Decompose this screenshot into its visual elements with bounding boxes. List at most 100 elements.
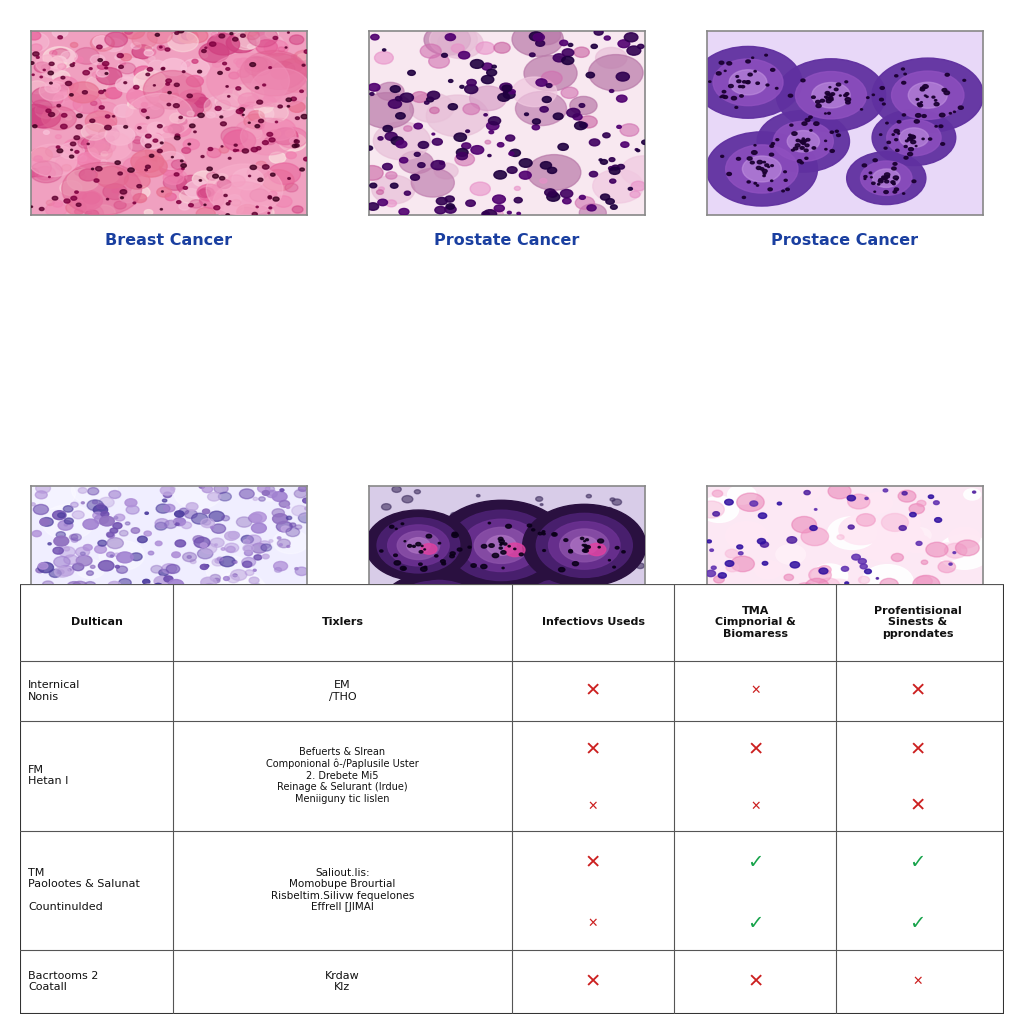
Circle shape (226, 214, 229, 216)
Circle shape (143, 584, 154, 591)
Circle shape (621, 156, 667, 186)
Circle shape (269, 153, 286, 163)
Circle shape (524, 55, 578, 91)
Circle shape (443, 626, 454, 633)
Circle shape (209, 629, 215, 633)
Circle shape (719, 61, 724, 65)
Circle shape (287, 516, 292, 519)
Circle shape (85, 111, 117, 132)
Circle shape (514, 548, 516, 550)
Circle shape (742, 81, 746, 83)
Circle shape (85, 210, 98, 219)
Circle shape (509, 152, 514, 156)
Circle shape (726, 563, 738, 571)
Circle shape (290, 35, 304, 44)
Circle shape (812, 146, 816, 150)
Circle shape (43, 70, 45, 71)
Circle shape (144, 169, 147, 171)
Circle shape (893, 525, 924, 546)
Circle shape (215, 106, 221, 111)
Circle shape (421, 567, 427, 571)
Circle shape (26, 160, 51, 177)
Circle shape (493, 553, 499, 558)
Circle shape (45, 203, 67, 217)
Circle shape (812, 564, 848, 588)
Circle shape (220, 116, 223, 118)
Circle shape (410, 599, 416, 603)
Circle shape (953, 552, 955, 554)
Circle shape (562, 199, 571, 204)
Circle shape (360, 92, 414, 128)
Circle shape (174, 477, 222, 509)
Circle shape (594, 29, 603, 35)
Circle shape (93, 591, 97, 593)
Circle shape (300, 90, 303, 92)
Circle shape (582, 613, 588, 617)
Circle shape (404, 541, 406, 542)
Circle shape (617, 165, 625, 169)
Circle shape (141, 102, 147, 106)
Circle shape (707, 132, 817, 206)
Circle shape (292, 144, 297, 147)
Circle shape (638, 44, 644, 48)
Circle shape (707, 540, 712, 543)
Circle shape (57, 63, 66, 70)
Circle shape (182, 585, 186, 588)
Circle shape (872, 94, 874, 95)
Circle shape (193, 171, 216, 187)
Circle shape (132, 136, 143, 143)
Circle shape (189, 97, 212, 113)
Circle shape (295, 567, 298, 569)
Circle shape (217, 557, 223, 561)
Circle shape (197, 184, 222, 201)
Circle shape (179, 117, 182, 119)
Circle shape (616, 95, 627, 102)
Circle shape (245, 641, 249, 644)
Circle shape (756, 82, 760, 84)
Circle shape (752, 57, 754, 58)
Circle shape (415, 489, 421, 494)
Circle shape (257, 100, 262, 104)
Circle shape (181, 32, 195, 40)
Circle shape (731, 96, 736, 100)
Circle shape (854, 590, 862, 595)
Circle shape (282, 58, 302, 73)
Circle shape (826, 93, 829, 95)
Circle shape (553, 54, 565, 61)
Circle shape (98, 127, 120, 141)
Circle shape (584, 541, 586, 542)
Circle shape (430, 592, 437, 596)
Circle shape (63, 139, 89, 156)
Circle shape (880, 579, 898, 591)
Circle shape (494, 171, 507, 179)
Circle shape (575, 197, 595, 209)
Circle shape (727, 61, 732, 65)
Circle shape (300, 168, 304, 171)
Circle shape (163, 171, 184, 184)
Circle shape (200, 53, 208, 58)
Circle shape (41, 618, 55, 629)
Circle shape (368, 647, 375, 652)
Circle shape (717, 72, 721, 75)
Circle shape (728, 485, 756, 504)
Circle shape (807, 636, 810, 639)
Circle shape (105, 88, 122, 98)
Circle shape (128, 140, 145, 152)
Circle shape (836, 130, 839, 132)
Circle shape (824, 96, 827, 98)
Text: ✕: ✕ (585, 972, 601, 991)
Circle shape (248, 647, 254, 651)
Circle shape (152, 139, 161, 145)
Circle shape (137, 127, 141, 129)
Circle shape (227, 95, 229, 97)
Circle shape (82, 91, 87, 94)
Circle shape (372, 175, 415, 204)
Circle shape (436, 609, 441, 612)
Circle shape (145, 86, 162, 96)
Circle shape (370, 183, 377, 187)
Circle shape (224, 543, 239, 553)
Circle shape (210, 574, 220, 582)
Circle shape (108, 590, 112, 593)
Circle shape (898, 133, 899, 134)
Circle shape (829, 98, 834, 100)
